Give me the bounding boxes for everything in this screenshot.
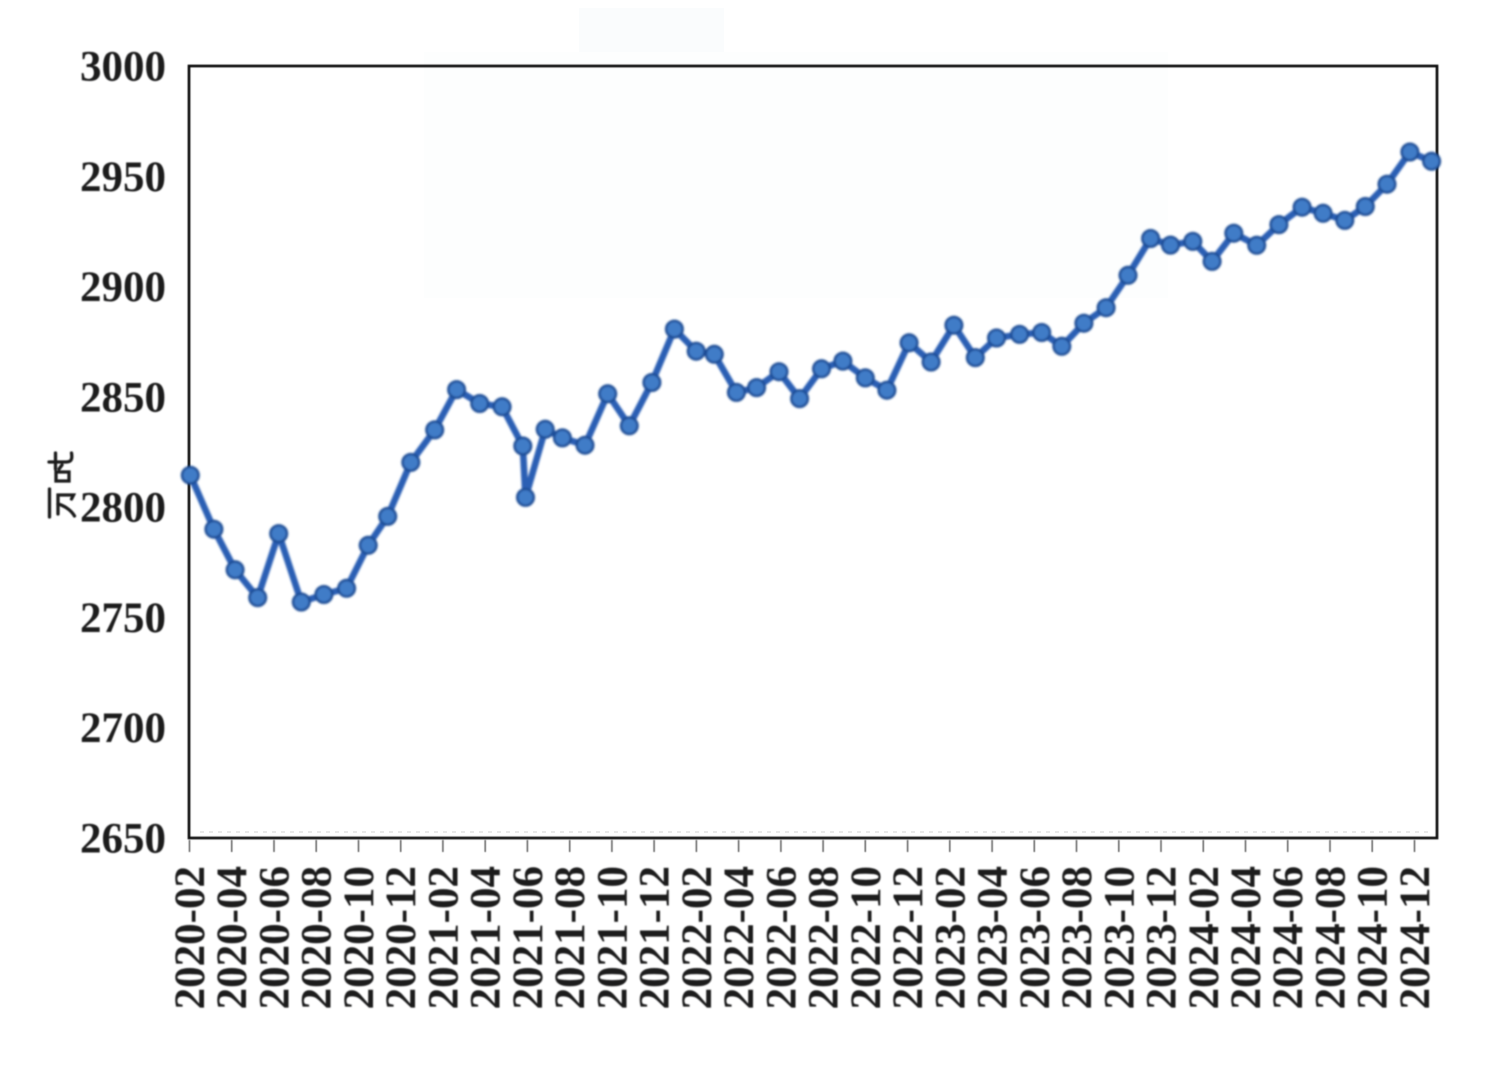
svg-text:2021-02: 2021-02 bbox=[420, 866, 467, 1009]
svg-text:2750: 2750 bbox=[80, 595, 166, 642]
svg-text:2020-02: 2020-02 bbox=[167, 866, 214, 1009]
svg-text:2020-06: 2020-06 bbox=[252, 866, 299, 1009]
svg-text:2020-12: 2020-12 bbox=[378, 866, 425, 1009]
svg-text:2850: 2850 bbox=[80, 374, 166, 421]
svg-text:2800: 2800 bbox=[80, 485, 166, 532]
svg-text:2024-08: 2024-08 bbox=[1308, 866, 1355, 1009]
svg-text:2023-02: 2023-02 bbox=[927, 866, 974, 1009]
svg-text:2022-10: 2022-10 bbox=[843, 866, 890, 1009]
svg-text:2024-10: 2024-10 bbox=[1350, 866, 1397, 1009]
svg-text:2024-12: 2024-12 bbox=[1392, 866, 1439, 1009]
svg-text:2020-10: 2020-10 bbox=[336, 866, 383, 1009]
svg-text:2023-10: 2023-10 bbox=[1096, 866, 1143, 1009]
svg-text:2021-06: 2021-06 bbox=[505, 866, 552, 1009]
svg-text:2020-08: 2020-08 bbox=[294, 866, 341, 1009]
svg-text:2023-12: 2023-12 bbox=[1139, 866, 1186, 1009]
svg-text:2020-04: 2020-04 bbox=[209, 866, 256, 1009]
svg-text:2021-04: 2021-04 bbox=[463, 866, 510, 1009]
svg-text:2022-08: 2022-08 bbox=[801, 866, 848, 1009]
svg-text:2022-12: 2022-12 bbox=[885, 866, 932, 1009]
svg-text:2021-12: 2021-12 bbox=[632, 866, 679, 1009]
svg-text:2024-06: 2024-06 bbox=[1265, 866, 1312, 1009]
svg-text:2022-06: 2022-06 bbox=[758, 866, 805, 1009]
svg-text:2900: 2900 bbox=[80, 264, 166, 311]
svg-text:2021-08: 2021-08 bbox=[547, 866, 594, 1009]
svg-text:2021-10: 2021-10 bbox=[589, 866, 636, 1009]
svg-text:2024-04: 2024-04 bbox=[1223, 866, 1270, 1009]
svg-text:2700: 2700 bbox=[80, 705, 166, 752]
svg-text:2024-02: 2024-02 bbox=[1181, 866, 1228, 1009]
svg-text:2023-06: 2023-06 bbox=[1012, 866, 1059, 1009]
svg-text:2023-08: 2023-08 bbox=[1054, 866, 1101, 1009]
svg-text:3000: 3000 bbox=[80, 44, 166, 91]
svg-text:2950: 2950 bbox=[80, 154, 166, 201]
svg-text:2022-02: 2022-02 bbox=[674, 866, 721, 1009]
svg-text:2022-04: 2022-04 bbox=[716, 866, 763, 1009]
svg-text:2023-04: 2023-04 bbox=[970, 866, 1017, 1009]
svg-text:2650: 2650 bbox=[80, 816, 166, 863]
